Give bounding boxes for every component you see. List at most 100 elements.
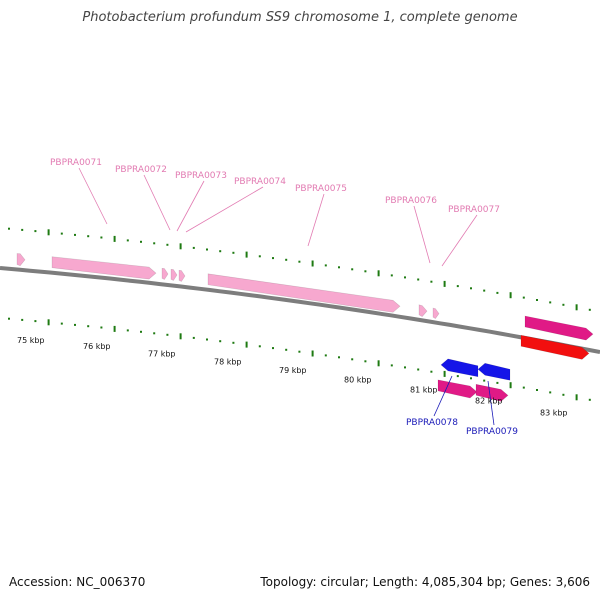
scale-tick-top bbox=[417, 278, 420, 281]
scale-tick-top bbox=[377, 270, 380, 277]
gene-label-reverse: PBPRA0078 bbox=[406, 418, 458, 428]
kbp-tick-label: 75 kbp bbox=[17, 336, 45, 345]
scale-tick-bottom bbox=[245, 341, 248, 348]
scale-tick-bottom bbox=[549, 391, 552, 394]
kbp-tick-label: 81 kbp bbox=[410, 386, 438, 395]
scale-tick-top bbox=[509, 292, 512, 299]
kbp-tick-label: 82 kbp bbox=[475, 397, 503, 406]
gene-pbpra0077 bbox=[432, 307, 440, 320]
kbp-tick-label: 77 kbp bbox=[148, 349, 176, 358]
scale-tick-top bbox=[549, 301, 552, 304]
gene-magenta-forward bbox=[524, 315, 594, 341]
scale-tick-bottom bbox=[456, 375, 459, 378]
kbp-tick-label: 80 kbp bbox=[344, 375, 372, 384]
scale-tick-top bbox=[588, 308, 591, 311]
scale-tick-top bbox=[87, 235, 90, 238]
label-leader-line bbox=[433, 375, 453, 417]
gene-label-forward: PBPRA0074 bbox=[234, 177, 286, 187]
scale-tick-bottom bbox=[285, 348, 288, 351]
gene-label-forward: PBPRA0077 bbox=[448, 205, 500, 215]
gene-label-forward: PBPRA0072 bbox=[115, 165, 167, 175]
scale-tick-bottom bbox=[562, 393, 565, 396]
scale-tick-bottom bbox=[87, 325, 90, 328]
gene-pbpra0079 bbox=[477, 362, 511, 381]
label-leader-line bbox=[487, 380, 495, 426]
scale-tick-top bbox=[166, 243, 169, 246]
scale-tick-bottom bbox=[575, 394, 578, 401]
scale-tick-top bbox=[272, 257, 274, 260]
kbp-tick-label: 79 kbp bbox=[279, 366, 307, 375]
label-leader-line bbox=[78, 167, 108, 225]
scale-tick-top bbox=[126, 239, 129, 242]
label-leader-line bbox=[413, 205, 431, 264]
scale-tick-bottom bbox=[113, 325, 116, 332]
gene-label-forward: PBPRA0071 bbox=[50, 158, 102, 168]
scale-tick-bottom bbox=[60, 322, 63, 325]
scale-tick-top bbox=[100, 236, 103, 239]
scale-tick-bottom bbox=[166, 333, 169, 336]
scale-tick-top bbox=[206, 248, 208, 251]
gene-pbpra0076 bbox=[418, 304, 428, 317]
gene-pbpra0073-a bbox=[170, 268, 178, 281]
label-leader-line bbox=[185, 186, 264, 233]
gene-magenta-reverse-a bbox=[437, 379, 478, 399]
label-leader-line bbox=[441, 214, 478, 267]
gene-label-reverse: PBPRA0079 bbox=[466, 427, 518, 437]
scale-tick-bottom bbox=[338, 356, 340, 359]
gene-pbpra0078 bbox=[440, 358, 479, 378]
label-leader-line bbox=[307, 193, 325, 247]
label-leader-line bbox=[143, 174, 171, 231]
scale-tick-bottom bbox=[192, 336, 195, 339]
scale-tick-top bbox=[153, 242, 156, 245]
scale-tick-top bbox=[311, 260, 314, 267]
scale-tick-bottom bbox=[351, 358, 354, 361]
kbp-tick-labels: 75 kbp 76 kbp 77 kbp 78 kbp 79 kbp 80 kbp 81 k… bbox=[17, 336, 568, 418]
scale-tick-bottom bbox=[390, 364, 393, 367]
scale-tick-top bbox=[34, 230, 37, 233]
scale-tick-bottom bbox=[404, 366, 406, 369]
scale-tick-top bbox=[113, 235, 116, 242]
scale-tick-bottom bbox=[34, 320, 37, 323]
scale-tick-top bbox=[60, 232, 63, 235]
scale-tick-top bbox=[496, 291, 499, 294]
scale-tick-bottom bbox=[219, 340, 222, 343]
scale-tick-top bbox=[351, 268, 354, 271]
scale-tick-bottom bbox=[179, 333, 182, 340]
gene-small-forward bbox=[16, 253, 26, 267]
kbp-tick-label: 78 kbp bbox=[214, 357, 242, 366]
reverse-scale-ticks bbox=[8, 317, 591, 401]
scale-tick-top bbox=[324, 264, 327, 267]
scale-tick-top bbox=[430, 280, 433, 283]
scale-tick-top bbox=[298, 260, 301, 263]
scale-tick-top bbox=[456, 285, 459, 288]
gene-pbpra0073-b bbox=[178, 269, 186, 282]
gene-magenta-reverse-b bbox=[475, 383, 509, 402]
scale-tick-bottom bbox=[377, 360, 380, 367]
scale-tick-bottom bbox=[364, 360, 367, 363]
scale-tick-top bbox=[285, 258, 288, 261]
scale-tick-bottom bbox=[311, 350, 314, 357]
gene-label-forward: PBPRA0075 bbox=[295, 184, 347, 194]
forward-scale-ticks bbox=[8, 227, 591, 311]
scale-tick-bottom bbox=[483, 379, 486, 382]
scale-tick-top bbox=[404, 276, 406, 279]
gene-labels: PBPRA0071 PBPRA0072 PBPRA0073 PBPRA0074 PBPR… bbox=[50, 158, 518, 437]
scale-tick-bottom bbox=[324, 354, 327, 357]
scale-tick-bottom bbox=[153, 332, 156, 335]
scale-tick-top bbox=[443, 280, 446, 287]
scale-tick-top bbox=[522, 296, 525, 299]
scale-tick-top bbox=[232, 251, 235, 254]
scale-tick-top bbox=[8, 227, 10, 230]
scale-tick-bottom bbox=[298, 350, 301, 353]
kbp-tick-label: 76 kbp bbox=[83, 342, 111, 351]
scale-tick-top bbox=[562, 303, 565, 306]
scale-tick-bottom bbox=[206, 338, 208, 341]
gene-pbpra0071 bbox=[51, 256, 157, 280]
scale-tick-top bbox=[575, 304, 578, 311]
gene-label-forward: PBPRA0073 bbox=[175, 171, 227, 181]
scale-tick-top bbox=[74, 233, 76, 236]
scale-tick-bottom bbox=[47, 319, 50, 326]
kbp-tick-label: 83 kbp bbox=[540, 408, 568, 417]
scale-tick-bottom bbox=[496, 381, 499, 384]
